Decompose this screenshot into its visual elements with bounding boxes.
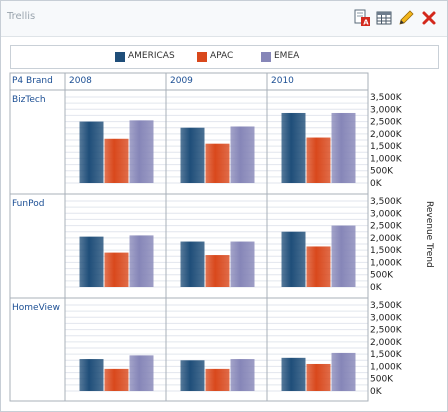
y-tick-label: 2,500K xyxy=(370,118,403,128)
y-tick-label: 3,000K xyxy=(370,209,403,219)
legend-label-americas: AMERICAS xyxy=(128,51,175,61)
bar-biztech-2010-apac xyxy=(306,137,331,183)
bar-biztech-2008-emea xyxy=(129,120,154,183)
bar-biztech-2008-apac xyxy=(104,138,129,183)
y-tick-label: 3,500K xyxy=(370,301,403,311)
y-tick-label: 500K xyxy=(370,271,394,281)
y-tick-label: 0K xyxy=(370,179,383,189)
bar-biztech-2009-americas xyxy=(180,127,205,183)
bar-funpod-2008-emea xyxy=(129,235,154,287)
legend-label-emea: EMEA xyxy=(274,51,300,61)
legend-swatch-emea xyxy=(261,52,271,62)
bar-homeview-2008-emea xyxy=(129,355,154,391)
export-icon[interactable]: A xyxy=(353,9,371,27)
bar-homeview-2010-americas xyxy=(281,357,306,391)
bar-biztech-2009-emea xyxy=(230,126,255,183)
bar-biztech-2010-americas xyxy=(281,112,306,183)
corner-label: P4 Brand xyxy=(12,76,53,86)
bar-funpod-2010-apac xyxy=(306,246,331,287)
y-tick-label: 3,500K xyxy=(370,197,403,207)
bar-funpod-2008-apac xyxy=(104,252,129,287)
bar-biztech-2009-apac xyxy=(205,143,230,183)
y-tick-label: 2,500K xyxy=(370,326,403,336)
y-axis-title: Revenue Trend xyxy=(424,201,434,268)
y-tick-label: 3,000K xyxy=(370,313,403,323)
bar-funpod-2010-americas xyxy=(281,231,306,287)
title-bar: Trellis A xyxy=(1,1,447,37)
y-tick-label: 1,500K xyxy=(370,142,403,152)
bar-funpod-2009-emea xyxy=(230,241,255,287)
chart-legend: AMERICAS APAC EMEA xyxy=(10,45,439,69)
bar-homeview-2010-apac xyxy=(306,363,331,391)
bar-homeview-2008-apac xyxy=(104,368,129,391)
bar-homeview-2010-emea xyxy=(331,352,356,391)
y-tick-label: 1,000K xyxy=(370,362,403,372)
y-tick-label: 2,000K xyxy=(370,234,403,244)
bar-biztech-2008-americas xyxy=(79,121,104,183)
edit-pencil-icon[interactable] xyxy=(397,9,415,27)
bar-homeview-2009-emea xyxy=(230,359,255,391)
bar-funpod-2009-apac xyxy=(205,255,230,287)
bar-funpod-2010-emea xyxy=(331,225,356,287)
row-label-homeview: HomeView xyxy=(12,303,60,313)
trellis-border xyxy=(9,72,369,402)
y-tick-label: 3,000K xyxy=(370,105,403,115)
y-tick-label: 500K xyxy=(370,167,394,177)
row-label-biztech: BizTech xyxy=(12,95,46,105)
y-tick-label: 0K xyxy=(370,283,383,293)
bar-homeview-2008-americas xyxy=(79,359,104,391)
window-title: Trellis xyxy=(7,11,36,22)
bar-biztech-2010-emea xyxy=(331,112,356,183)
legend-swatch-americas xyxy=(115,52,125,62)
column-header-2009: 2009 xyxy=(170,76,193,86)
column-header-2008: 2008 xyxy=(69,76,92,86)
y-tick-label: 500K xyxy=(370,375,394,385)
y-tick-label: 2,000K xyxy=(370,130,403,140)
legend-label-apac: APAC xyxy=(210,51,234,61)
y-tick-label: 2,000K xyxy=(370,338,403,348)
y-tick-label: 2,500K xyxy=(370,222,403,232)
y-tick-label: 1,000K xyxy=(370,258,403,268)
y-tick-label: 1,500K xyxy=(370,246,403,256)
bar-homeview-2009-apac xyxy=(205,368,230,391)
column-header-2010: 2010 xyxy=(271,76,294,86)
legend-swatch-apac xyxy=(197,52,207,62)
y-tick-label: 1,000K xyxy=(370,154,403,164)
bar-homeview-2009-americas xyxy=(180,360,205,391)
y-tick-label: 3,500K xyxy=(370,93,403,103)
bar-funpod-2009-americas xyxy=(180,241,205,287)
svg-text:A: A xyxy=(363,19,369,27)
row-label-funpod: FunPod xyxy=(12,199,45,209)
y-tick-label: 1,500K xyxy=(370,350,403,360)
y-tick-label: 0K xyxy=(370,387,383,397)
table-icon[interactable] xyxy=(375,9,393,27)
close-icon[interactable] xyxy=(420,9,438,27)
bar-funpod-2008-americas xyxy=(79,236,104,287)
